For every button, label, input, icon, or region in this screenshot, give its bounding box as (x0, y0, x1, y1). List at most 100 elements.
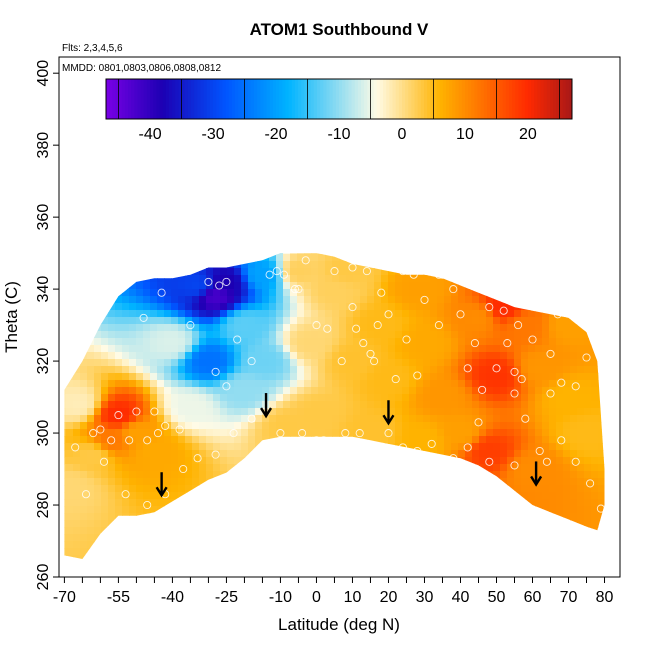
heatmap-cell (115, 373, 123, 381)
heatmap-cell (185, 401, 193, 409)
heatmap-cell (227, 457, 235, 465)
heatmap-cell (234, 317, 242, 325)
heatmap-cell (311, 268, 319, 276)
heatmap-cell (598, 261, 605, 269)
heatmap-cell (269, 345, 277, 353)
heatmap-cell (458, 527, 466, 535)
observation-point (150, 407, 159, 416)
colorbar-swatch (562, 79, 567, 119)
heatmap-cell (290, 373, 298, 381)
heatmap-cell (577, 310, 585, 318)
heatmap-cell (402, 527, 410, 535)
heatmap-cell (563, 443, 571, 451)
heatmap-cell (367, 240, 375, 248)
heatmap-cell (157, 443, 165, 451)
heatmap-cell (290, 324, 298, 332)
colorbar-swatch (417, 79, 422, 119)
heatmap-cell (367, 499, 375, 507)
heatmap-cell (528, 275, 536, 283)
heatmap-cell (73, 289, 81, 297)
heatmap-cell (311, 408, 319, 416)
heatmap-cell (136, 373, 144, 381)
heatmap-cell (444, 492, 452, 500)
heatmap-cell (367, 527, 375, 535)
heatmap-cell (206, 541, 214, 549)
observation-point (413, 371, 422, 380)
heatmap-cell (122, 296, 130, 304)
heatmap-cell (157, 499, 165, 507)
heatmap-cell (521, 345, 529, 353)
heatmap-cell (73, 324, 81, 332)
heatmap-cell (528, 373, 536, 381)
heatmap-cell (353, 422, 361, 430)
observation-point (586, 479, 595, 488)
heatmap-cell (108, 527, 116, 535)
y-tick-label: 400 (35, 60, 52, 87)
heatmap-cell (395, 513, 403, 521)
heatmap-cell (213, 513, 221, 521)
heatmap-cell (374, 478, 382, 486)
heatmap-cell (164, 450, 172, 458)
heatmap-cell (297, 289, 305, 297)
observation-point (409, 270, 418, 279)
heatmap-cell (213, 387, 221, 395)
heatmap-cell (444, 436, 452, 444)
heatmap-cell (101, 303, 109, 311)
heatmap-cell (500, 380, 508, 388)
heatmap-cell (402, 436, 410, 444)
heatmap-cell (227, 443, 235, 451)
heatmap-cell (465, 506, 473, 514)
heatmap-cell (570, 338, 578, 346)
heatmap-cell (451, 422, 459, 430)
observation-point (362, 267, 371, 276)
heatmap-cell (87, 303, 95, 311)
heatmap-cell (346, 401, 354, 409)
observation-point (485, 457, 494, 466)
heatmap-cell (332, 457, 340, 465)
observation-point (290, 285, 299, 294)
heatmap-cell (374, 275, 382, 283)
heatmap-cell (437, 310, 445, 318)
heatmap-cell (549, 240, 557, 248)
heatmap-cell (514, 464, 522, 472)
heatmap-cell (612, 513, 620, 521)
heatmap-cell (458, 338, 466, 346)
heatmap-cell (577, 352, 585, 360)
heatmap-cell (430, 352, 438, 360)
heatmap-cell (612, 359, 620, 367)
heatmap-cell (255, 387, 263, 395)
colorbar-swatch (112, 79, 116, 119)
heatmap-cell (94, 254, 102, 262)
heatmap-cell (283, 345, 291, 353)
heatmap-cell (591, 296, 599, 304)
heatmap-cell (101, 331, 109, 339)
heatmap-cell (577, 240, 585, 248)
heatmap-cell (108, 422, 116, 430)
heatmap-cell (458, 548, 466, 556)
heatmap-cell (437, 436, 445, 444)
heatmap-cell (87, 506, 95, 514)
heatmap-cell (150, 450, 158, 458)
heatmap-cell (360, 338, 368, 346)
heatmap-cell (479, 450, 487, 458)
heatmap-cell (234, 506, 242, 514)
heatmap-cell (409, 422, 417, 430)
observation-point (510, 461, 519, 470)
heatmap-cell (94, 541, 102, 549)
heatmap-cell (535, 261, 543, 269)
heatmap-cell (276, 492, 284, 500)
heatmap-cell (612, 541, 620, 549)
heatmap-cell (612, 261, 620, 269)
heatmap-cell (108, 338, 116, 346)
heatmap-cell (80, 555, 88, 559)
heatmap-cell (584, 499, 592, 507)
heatmap-cell (220, 443, 228, 451)
heatmap-cell (528, 485, 536, 493)
heatmap-cell (234, 478, 242, 486)
heatmap-cell (164, 261, 172, 269)
heatmap-cell (395, 422, 403, 430)
heatmap-cell (374, 261, 382, 269)
heatmap-cell (220, 261, 228, 269)
heatmap-cell (437, 443, 445, 451)
heatmap-cell (66, 513, 74, 521)
